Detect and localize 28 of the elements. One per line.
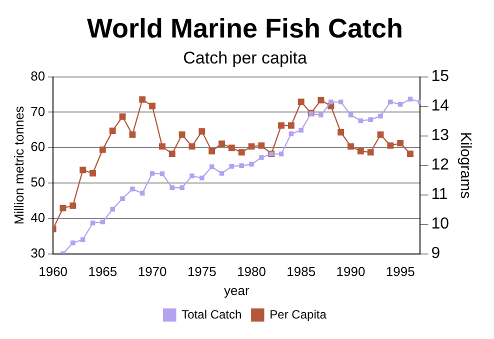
y-tick-label: 30: [30, 245, 46, 260]
x-tick-label: 1965: [88, 264, 118, 280]
y-tick-label: 80: [30, 68, 46, 84]
x-tick-label: 1985: [286, 264, 316, 280]
chart-title: World Marine Fish Catch: [86, 14, 404, 44]
y-tick-label: 40: [30, 210, 46, 225]
x-tick-label: 1990: [336, 264, 366, 280]
x-tick-label: 1980: [237, 264, 266, 280]
y2-tick-label: 11: [431, 186, 448, 204]
y2-tick-label: 13: [431, 127, 450, 144]
y2-tick-label: 10: [431, 216, 450, 233]
y2-tick-label: 15: [431, 68, 450, 86]
y-axis-title: Million metric tonnes: [11, 106, 26, 225]
x-tick-label: 1960: [38, 264, 68, 280]
x-tick-label: 1970: [138, 264, 167, 280]
y-tick-label: 60: [30, 139, 46, 154]
legend-label: Per Capita: [270, 307, 327, 322]
x-tick-label: 1995: [386, 264, 415, 280]
y2-tick-label: 14: [431, 98, 450, 115]
y-tick-label: 50: [30, 174, 46, 190]
chart-subtitle: Catch per capita: [183, 48, 308, 68]
y-tick-label: 70: [30, 104, 46, 119]
y2-tick-label: 9: [431, 245, 440, 262]
x-axis-title: year: [224, 282, 250, 298]
y2-tick-label: 12: [431, 156, 450, 174]
x-tick-label: 1975: [187, 264, 216, 280]
y2-axis-title: Kilograms: [456, 132, 474, 199]
legend-label: Total Catch: [182, 307, 242, 322]
